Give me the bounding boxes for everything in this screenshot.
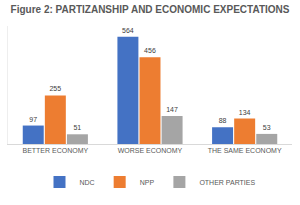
svg-text:WORSE ECONOMY: WORSE ECONOMY [118,147,183,154]
svg-text:BETTER ECONOMY: BETTER ECONOMY [22,147,88,154]
svg-text:OTHER PARTIES: OTHER PARTIES [199,179,255,186]
svg-text:97: 97 [29,116,37,123]
svg-text:147: 147 [166,106,178,113]
svg-text:51: 51 [73,124,81,131]
svg-text:134: 134 [239,109,251,116]
svg-text:255: 255 [49,85,61,92]
svg-text:88: 88 [219,117,227,124]
svg-text:THE SAME ECONOMY: THE SAME ECONOMY [208,147,282,154]
svg-text:NDC: NDC [80,179,95,186]
svg-text:53: 53 [263,124,271,131]
svg-text:564: 564 [122,27,134,34]
svg-text:456: 456 [144,47,156,54]
svg-text:NPP: NPP [140,179,155,186]
svg-text:Figure 2: PARTIZANSHIP AND ECO: Figure 2: PARTIZANSHIP AND ECONOMIC EXPE… [11,4,290,15]
